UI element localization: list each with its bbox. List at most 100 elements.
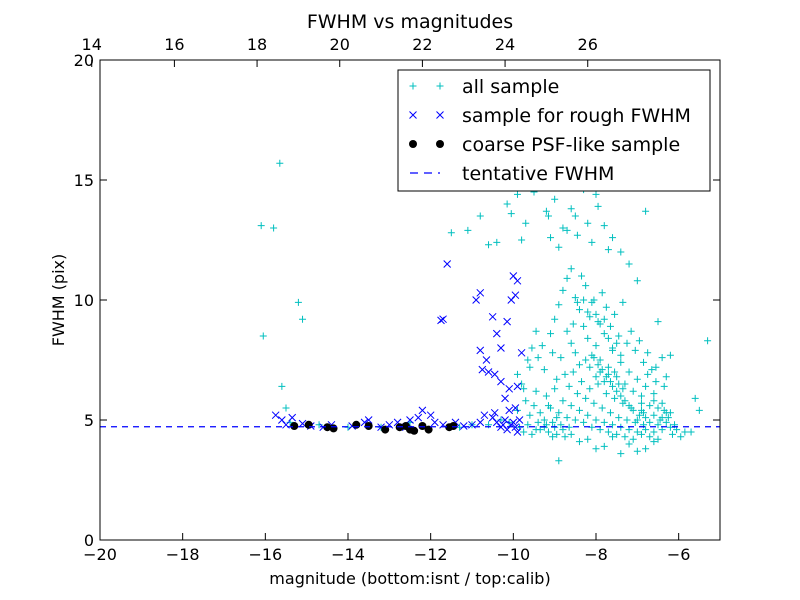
data-point-x <box>513 276 522 285</box>
data-point-plus <box>276 159 284 167</box>
data-point-plus <box>518 236 526 244</box>
data-point-plus <box>666 351 674 359</box>
data-point-plus <box>677 433 685 441</box>
data-point-plus <box>650 397 658 405</box>
data-point-plus <box>563 226 571 234</box>
data-point-plus <box>609 234 617 242</box>
data-point-plus <box>613 430 621 438</box>
data-point-plus <box>606 378 614 386</box>
data-point-plus <box>602 303 610 311</box>
data-point-plus <box>658 414 666 422</box>
data-point-plus <box>606 322 614 330</box>
data-point-plus <box>563 327 571 335</box>
data-point-x <box>497 344 505 352</box>
data-point-plus <box>532 426 540 434</box>
data-point-x <box>288 413 297 422</box>
data-point-plus <box>559 224 567 232</box>
y-tick-label: 15 <box>74 171 94 190</box>
data-point-plus <box>602 390 610 398</box>
data-point-plus <box>598 366 606 374</box>
data-point-plus <box>617 450 625 458</box>
data-point-plus <box>584 411 592 419</box>
top-tick-label: 14 <box>82 35 102 54</box>
y-tick-label: 5 <box>84 411 94 430</box>
y-tick-label: 0 <box>84 531 94 550</box>
data-point-plus <box>544 428 552 436</box>
data-point-plus <box>520 385 528 393</box>
data-point-x <box>414 413 423 422</box>
data-point-plus <box>557 354 565 362</box>
data-point-plus <box>584 308 592 316</box>
x-tick-label: −6 <box>667 545 691 564</box>
data-point-x <box>501 416 509 424</box>
legend-label: coarse PSF-like sample <box>462 134 680 156</box>
data-point-dot <box>323 423 332 432</box>
data-point-plus <box>642 382 650 390</box>
data-point-plus <box>584 219 592 227</box>
data-point-x <box>501 394 509 403</box>
data-point-plus <box>559 286 567 294</box>
data-point-plus <box>646 402 654 410</box>
data-point-plus <box>592 373 600 381</box>
data-point-plus <box>553 414 561 422</box>
data-point-plus <box>559 397 567 405</box>
data-point-plus <box>604 246 612 254</box>
data-point-plus <box>625 402 633 410</box>
data-point-x <box>364 416 373 424</box>
data-point-plus <box>592 445 600 453</box>
data-point-plus <box>573 231 581 239</box>
data-point-plus <box>600 418 608 426</box>
data-point-x <box>439 315 447 324</box>
data-point-plus <box>604 363 612 371</box>
data-point-plus <box>567 265 575 273</box>
data-point-plus <box>528 430 536 438</box>
data-marks <box>257 159 712 465</box>
data-point-plus <box>642 445 650 453</box>
data-point-plus <box>524 356 532 364</box>
data-point-x <box>476 418 485 427</box>
data-point-plus <box>615 380 623 388</box>
data-point-plus <box>532 327 540 335</box>
data-point-plus <box>555 301 563 309</box>
data-point-plus <box>594 202 602 210</box>
x-tick-label: −16 <box>248 545 282 564</box>
data-point-x <box>513 428 522 436</box>
data-point-plus <box>609 421 617 429</box>
data-point-plus <box>609 344 617 352</box>
top-tick-label: 18 <box>247 35 267 54</box>
data-point-plus <box>532 387 540 395</box>
data-point-plus <box>594 380 602 388</box>
data-point-x <box>511 291 520 300</box>
data-point-plus <box>623 339 631 347</box>
data-point-plus <box>257 222 265 230</box>
data-point-plus <box>652 363 660 371</box>
data-point-plus <box>660 382 668 390</box>
data-point-plus <box>604 428 612 436</box>
data-point-x <box>503 317 511 326</box>
x-tick-label: −12 <box>414 545 448 564</box>
data-point-dot <box>364 422 373 430</box>
data-point-plus <box>646 433 654 441</box>
data-point-plus <box>625 440 633 448</box>
data-point-plus <box>629 435 637 443</box>
data-point-plus <box>555 409 563 417</box>
data-point-plus <box>526 363 534 371</box>
data-point-plus <box>569 320 577 328</box>
data-point-plus <box>619 385 627 393</box>
data-point-plus <box>611 368 619 376</box>
data-point-plus <box>606 409 614 417</box>
data-point-plus <box>575 306 583 314</box>
top-tick-label: 22 <box>412 35 432 54</box>
top-tick-label: 24 <box>495 35 515 54</box>
data-point-dot <box>352 420 361 429</box>
data-point-plus <box>536 409 544 417</box>
data-point-plus <box>642 414 650 422</box>
data-point-plus <box>503 200 511 208</box>
legend-symbol-plus <box>436 82 444 90</box>
data-point-plus <box>600 222 608 230</box>
legend-label: sample for rough FWHM <box>462 105 691 127</box>
data-point-dot <box>449 422 458 430</box>
y-axis-ticks: 0 5 10 15 20 <box>74 51 720 550</box>
data-point-plus <box>524 421 532 429</box>
